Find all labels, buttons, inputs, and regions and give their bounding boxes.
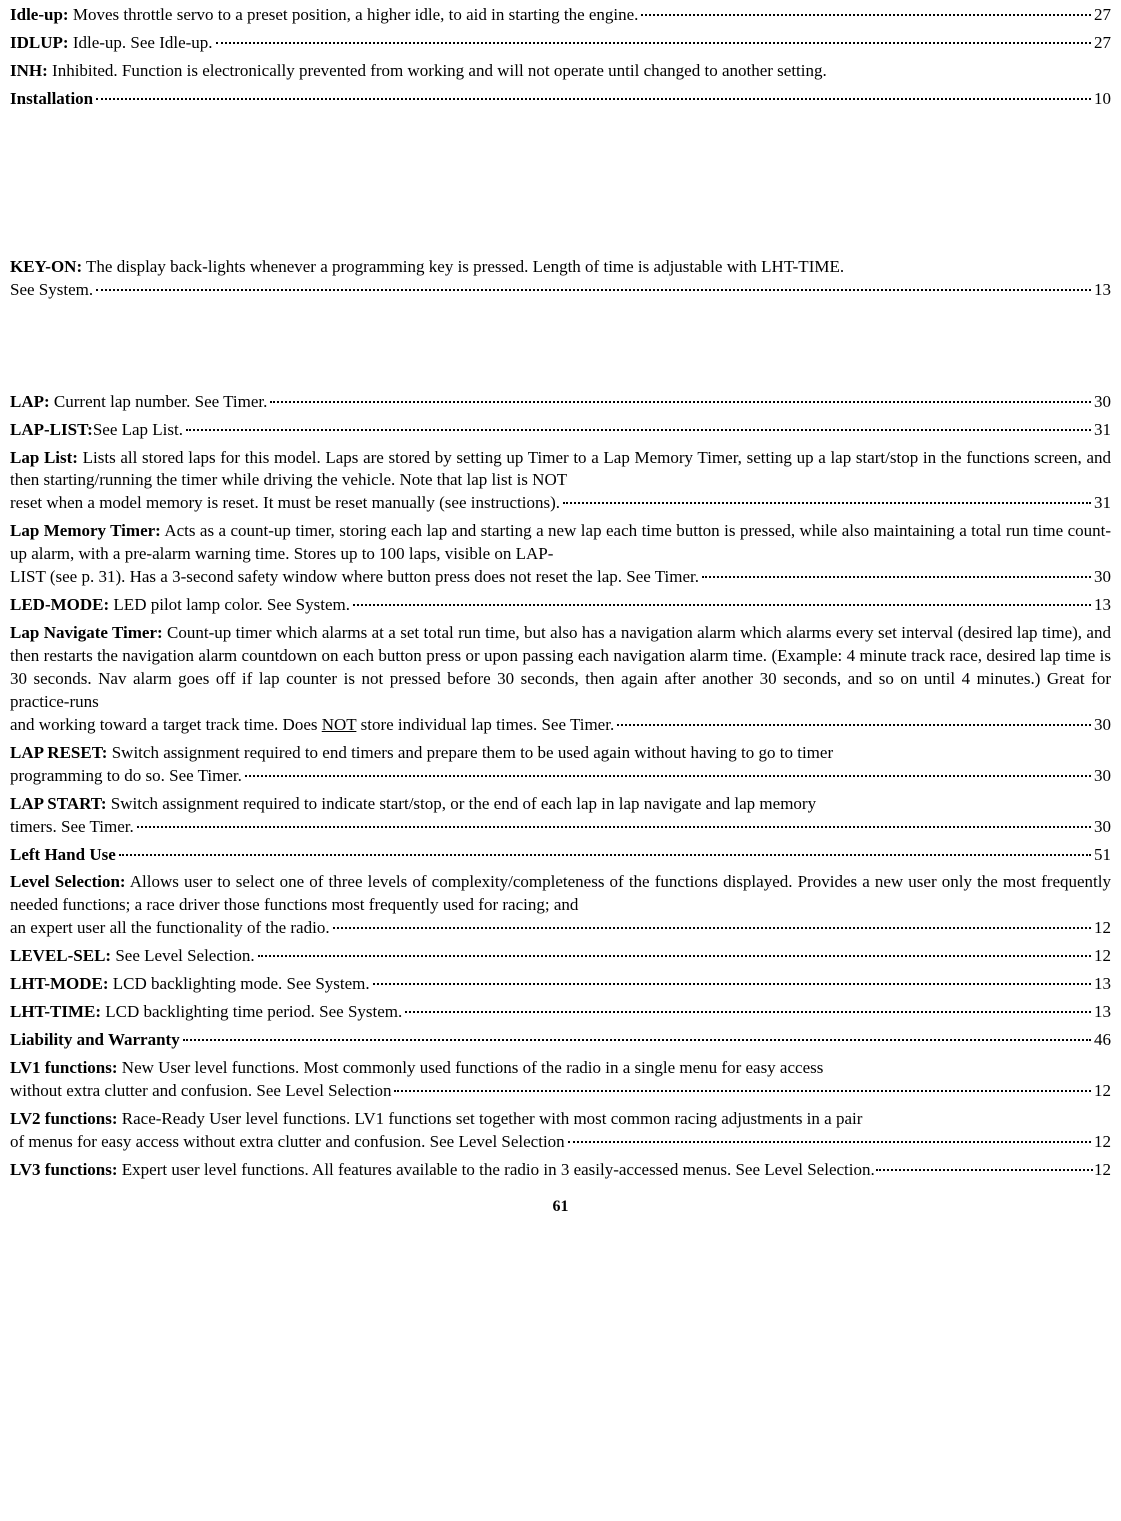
index-entry: LAP START: Switch assignment required to… xyxy=(10,793,1111,839)
index-entry: LHT-TIME: LCD backlighting time period. … xyxy=(10,1001,1111,1024)
index-entry: Lap Memory Timer: Acts as a count-up tim… xyxy=(10,520,1111,589)
index-entry: LAP RESET: Switch assignment required to… xyxy=(10,742,1111,788)
index-entry: Lap Navigate Timer: Count-up timer which… xyxy=(10,622,1111,737)
index-entry: LV3 functions: Expert user level functio… xyxy=(10,1159,1111,1182)
index-entry: LAP: Current lap number. See Timer. 30 xyxy=(10,391,1111,414)
index-entry: LV2 functions: Race-Ready User level fun… xyxy=(10,1108,1111,1154)
index-entry: Level Selection: Allows user to select o… xyxy=(10,871,1111,940)
index-entry: LAP-LIST:See Lap List.31 xyxy=(10,419,1111,442)
section-gap xyxy=(10,307,1111,391)
index-entry: KEY-ON: The display back-lights whenever… xyxy=(10,256,1111,302)
section-gap xyxy=(10,116,1111,256)
index-entry: LED-MODE: LED pilot lamp color. See Syst… xyxy=(10,594,1111,617)
index-entry: LV1 functions: New User level functions.… xyxy=(10,1057,1111,1103)
index-entry: Liability and Warranty 46 xyxy=(10,1029,1111,1052)
index-entry: LEVEL-SEL: See Level Selection.12 xyxy=(10,945,1111,968)
index-entry: IDLUP: Idle-up. See Idle-up.27 xyxy=(10,32,1111,55)
index-entry: INH: Inhibited. Function is electronical… xyxy=(10,60,1111,83)
index-content: Idle-up: Moves throttle servo to a prese… xyxy=(10,4,1111,1182)
index-entry: Lap List: Lists all stored laps for this… xyxy=(10,447,1111,516)
index-entry: LHT-MODE: LCD backlighting mode. See Sys… xyxy=(10,973,1111,996)
index-entry: Installation10 xyxy=(10,88,1111,111)
index-entry: Idle-up: Moves throttle servo to a prese… xyxy=(10,4,1111,27)
page-number: 61 xyxy=(10,1196,1111,1218)
index-entry: Left Hand Use 51 xyxy=(10,844,1111,867)
